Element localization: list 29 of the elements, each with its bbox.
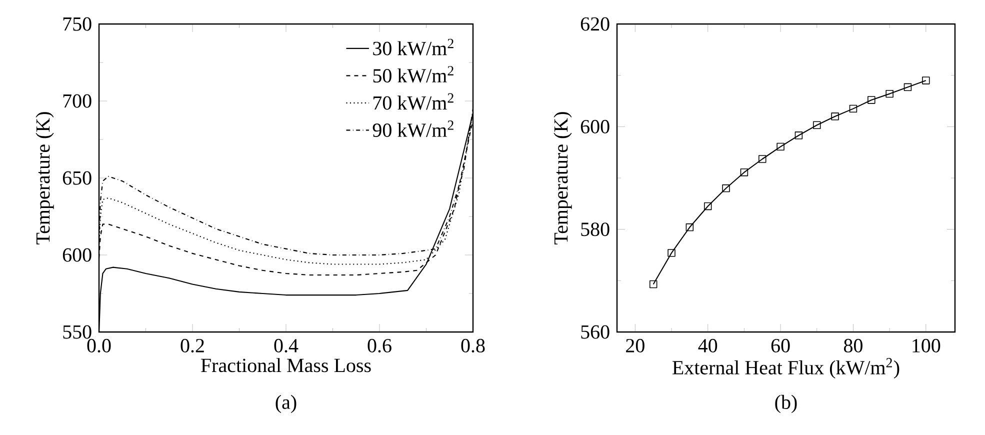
x-tick-label: 60 [771, 338, 790, 352]
y-tick-label: 750 [63, 17, 92, 31]
x-tick-label: 0.8 [461, 338, 485, 353]
x-tick-label: 0.2 [180, 338, 204, 353]
y-tick-label: 700 [63, 94, 92, 108]
x-tick-label: 0.4 [274, 338, 298, 353]
text: (b) [775, 394, 797, 414]
x-tick-label: 80 [844, 338, 862, 352]
x-tick-label: 0.6 [368, 338, 392, 353]
y-tick-label: 600 [580, 120, 610, 134]
legend-label: 90 kW/m$^{2}$ [372, 120, 454, 138]
text: (a) [276, 394, 296, 414]
y-tick-label: 560 [581, 325, 610, 339]
y-tick-label: 580 [581, 222, 610, 236]
x-tick-label: 20 [626, 338, 644, 352]
y-tick-label: 600 [62, 248, 92, 262]
x-tick-label: 0.0 [87, 338, 111, 353]
x-axis-title: Fractional Mass Loss [201, 358, 371, 372]
x-axis-title: External Heat Flux (kW/m$^{2}$) [672, 358, 900, 379]
y-tick-label: 550 [63, 325, 92, 339]
y-tick-label: 620 [580, 17, 610, 31]
legend-label: 70 kW/m$^{2}$ [374, 93, 454, 110]
x-tick-label: 100 [912, 338, 940, 352]
legend-label: 50 kW/m$^{2}$ [373, 66, 454, 83]
x-tick-label: 40 [698, 338, 718, 352]
y-axis-title: Temperature (K) [36, 112, 54, 244]
legend-label: 30 kW/m$^{2}$ [373, 38, 454, 56]
y-tick-label: 650 [62, 171, 92, 185]
y-axis-title: Temperature (K) [554, 112, 572, 244]
